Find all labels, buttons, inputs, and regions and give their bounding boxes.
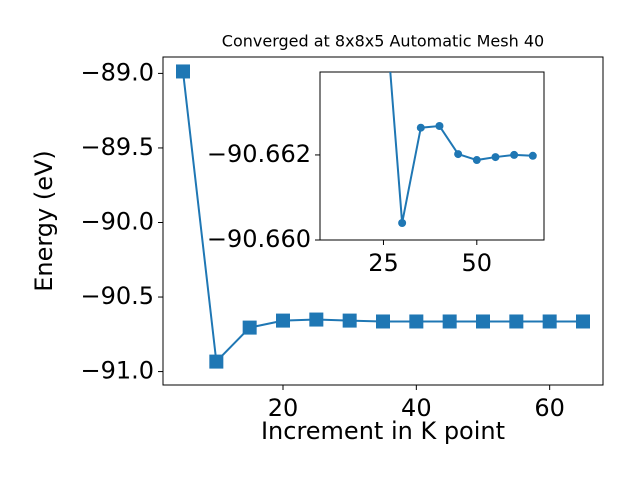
marker	[398, 218, 407, 227]
marker	[342, 313, 357, 328]
marker	[276, 313, 290, 328]
x-axis-label: Increment in K point	[261, 417, 505, 445]
marker	[376, 314, 390, 329]
marker	[416, 123, 425, 132]
y-axis-label: Energy (eV)	[30, 150, 58, 292]
marker	[454, 150, 463, 159]
x-tick-label: 25	[368, 249, 399, 277]
marker	[442, 314, 457, 329]
y-tick-label: −91.0	[80, 357, 154, 385]
chart-title: Converged at 8x8x5 Automatic Mesh 40	[222, 32, 544, 51]
x-tick-label: 60	[534, 394, 565, 422]
x-tick-label: 20	[268, 394, 299, 422]
marker	[576, 314, 590, 329]
y-tick-label: −90.5	[80, 282, 154, 310]
marker	[472, 156, 481, 165]
y-tick-label: −90.0	[80, 207, 154, 235]
marker	[476, 314, 490, 329]
marker	[209, 354, 224, 369]
x-tick-label: 50	[462, 249, 493, 277]
y-tick-label: −90.660	[207, 225, 311, 253]
marker	[242, 320, 257, 335]
marker	[491, 153, 500, 162]
marker	[542, 314, 557, 329]
marker	[435, 122, 444, 131]
y-tick-label: −90.662	[207, 140, 311, 168]
marker	[176, 64, 190, 79]
plot-content	[389, 72, 537, 227]
marker	[509, 314, 524, 329]
y-tick-label: −89.0	[80, 58, 154, 86]
marker	[409, 314, 424, 329]
plot-content	[176, 64, 590, 369]
y-tick-label: −89.5	[80, 133, 154, 161]
marker	[309, 312, 324, 327]
x-tick-label: 40	[401, 394, 432, 422]
marker	[510, 150, 519, 159]
marker	[528, 151, 537, 160]
